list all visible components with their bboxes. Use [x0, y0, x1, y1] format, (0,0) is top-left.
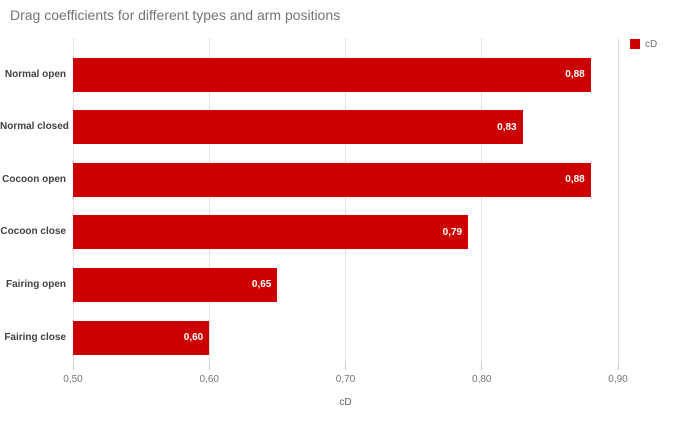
chart-title: Drag coefficients for different types an… [10, 7, 341, 23]
x-tick-mark [208, 364, 210, 370]
x-tick-label: 0,70 [335, 374, 356, 385]
gridline [208, 38, 210, 364]
x-tick-mark [72, 364, 74, 370]
legend: cD [630, 38, 657, 50]
x-tick-label: 0,60 [199, 374, 219, 385]
legend-swatch-icon [630, 39, 640, 49]
x-axis-title: cD [339, 397, 352, 408]
gridline [617, 38, 619, 364]
legend-label: cD [645, 38, 658, 50]
x-tick-mark [345, 364, 346, 370]
bar-value-label: 0,88 [565, 174, 585, 186]
category-label: Fairing close [4, 331, 66, 343]
bar-fairing-close: 0,60 [73, 320, 210, 355]
category-label: Fairing open [6, 278, 66, 290]
gridline [345, 38, 346, 364]
bar-normal-closed: 0,83 [73, 110, 523, 145]
x-tick-label: 0,80 [472, 374, 492, 385]
x-tick-label: 0,90 [608, 374, 628, 385]
bar-value-label: 0,79 [442, 226, 463, 238]
x-tick-mark [481, 364, 483, 370]
gridline [72, 38, 74, 364]
plot-area: 0,88 0,83 0,88 0,79 0,65 0,60 [72, 38, 619, 364]
bar-cocoon-open: 0,88 [73, 162, 591, 197]
bar-value-label: 0,65 [251, 279, 272, 291]
category-label: Normal closed [0, 121, 69, 133]
bar-value-label: 0,83 [497, 121, 517, 133]
bar-cocoon-close: 0,79 [73, 215, 469, 250]
category-label: Normal open [4, 68, 66, 80]
bar-fairing-open: 0,65 [73, 267, 278, 302]
bar-normal-open: 0,88 [73, 57, 591, 92]
bar-value-label: 0,88 [565, 69, 585, 80]
x-tick-label: 0,50 [63, 374, 83, 385]
gridline [481, 38, 483, 364]
category-label: Cocoon close [0, 226, 66, 238]
x-tick-mark [617, 364, 619, 370]
category-label: Cocoon open [2, 173, 66, 185]
bar-value-label: 0,60 [183, 332, 204, 343]
